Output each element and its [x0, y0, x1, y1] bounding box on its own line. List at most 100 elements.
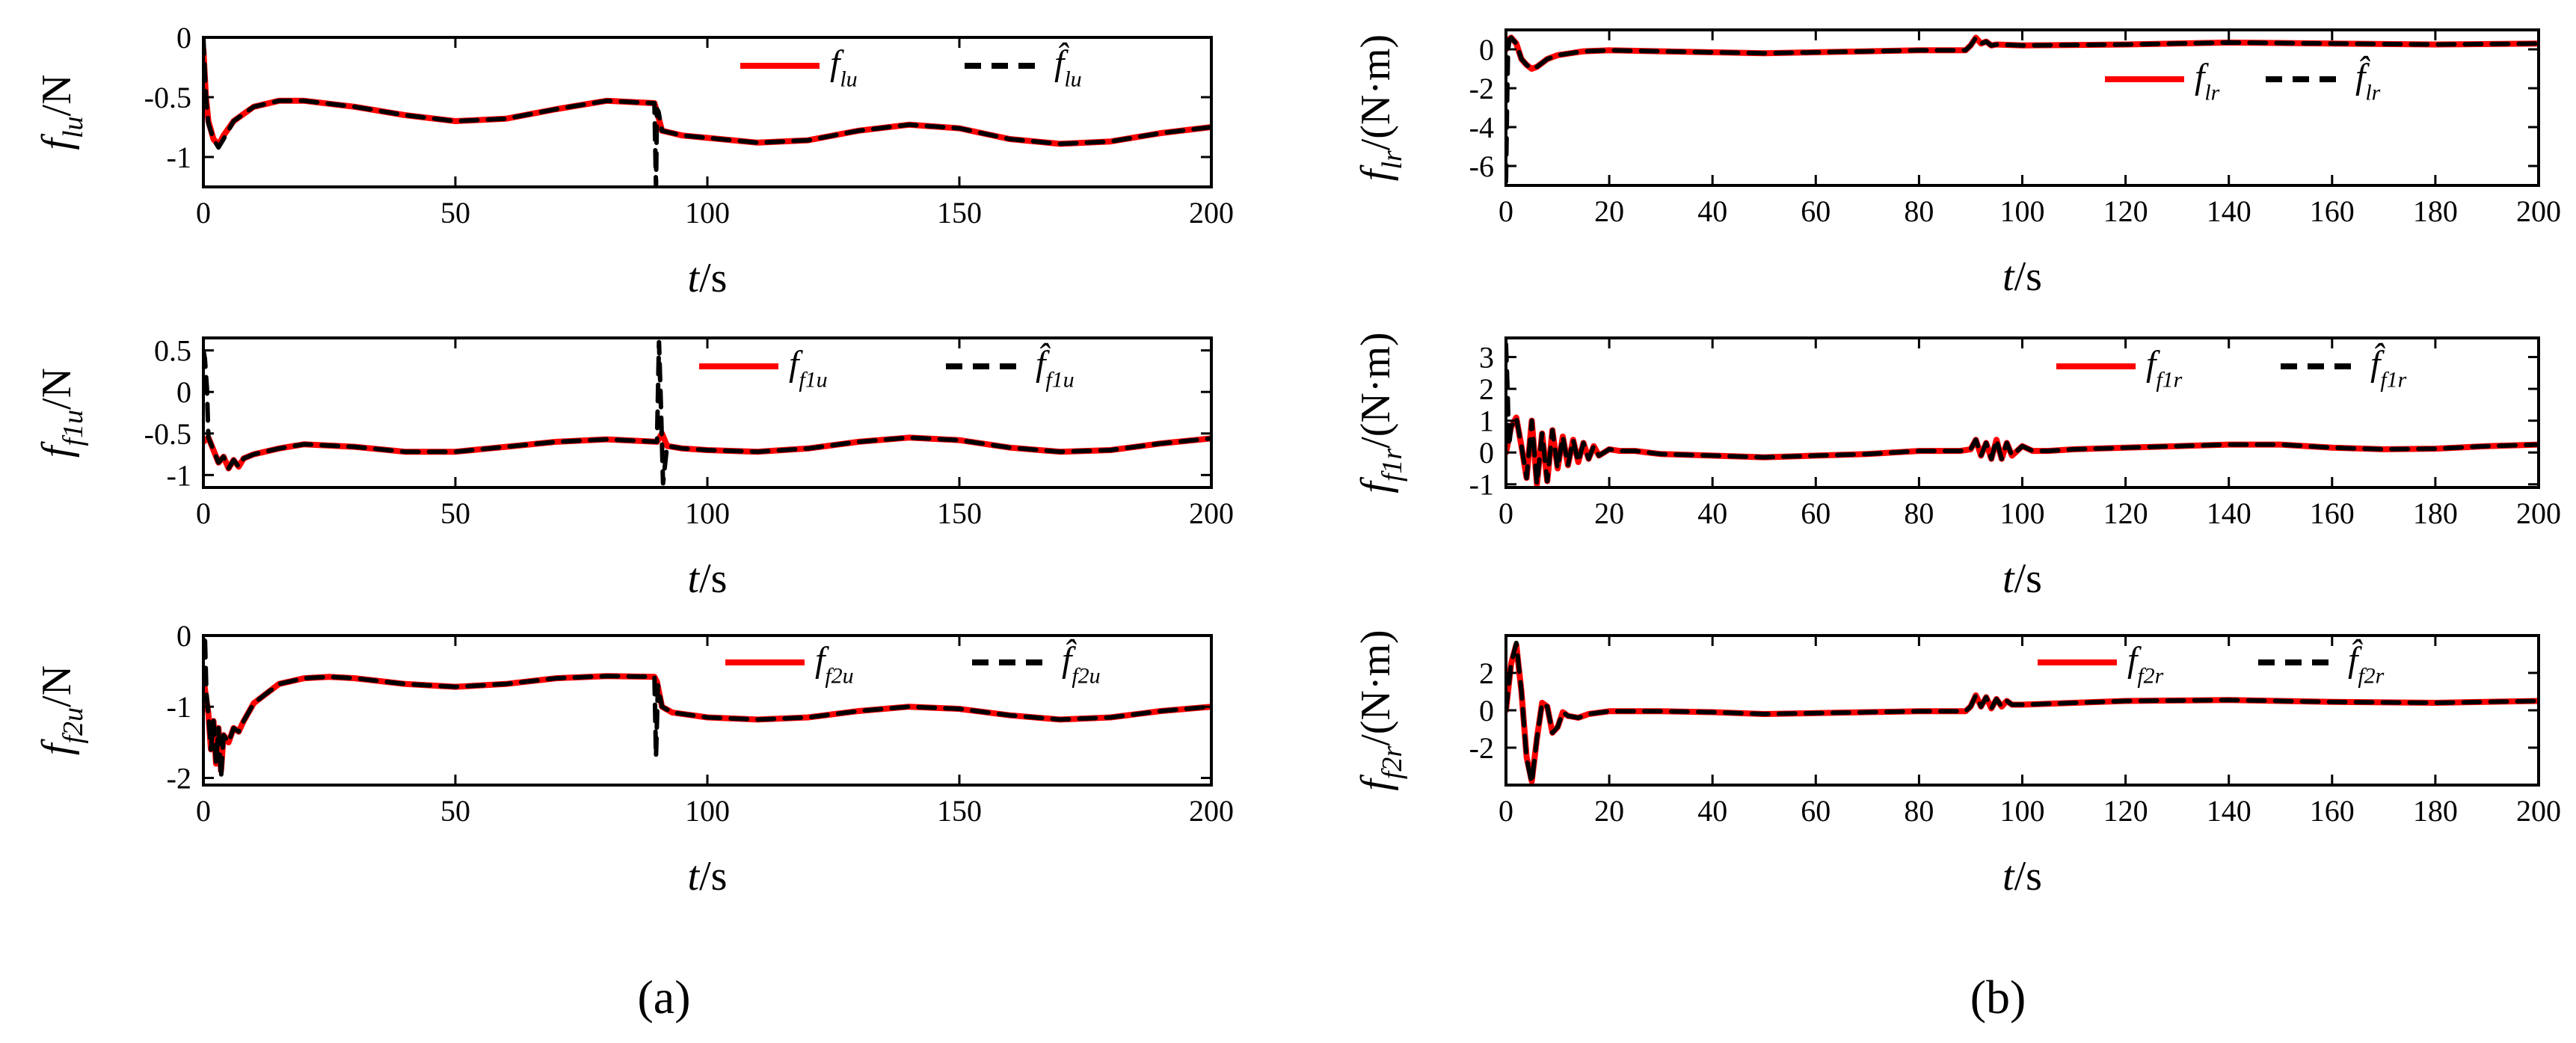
- series-group: [203, 37, 1211, 187]
- y-tick-label: 2: [1479, 656, 1494, 690]
- x-tick-label: 180: [2413, 194, 2458, 228]
- x-tick-label: 160: [2310, 794, 2355, 828]
- x-tick-label: 50: [440, 496, 470, 530]
- series-line-estimate: [1506, 342, 2539, 487]
- x-tick-label: 0: [1498, 194, 1513, 228]
- series-line-estimate: [1506, 35, 2539, 184]
- y-axis-unit: /(N·m): [1353, 630, 1399, 746]
- x-axis-variable: t: [2002, 853, 2015, 899]
- x-tick-label: 160: [2310, 194, 2355, 228]
- x-tick-label: 120: [2103, 496, 2148, 530]
- legend: flu f̂lu: [740, 41, 1082, 91]
- x-tick-label: 100: [2000, 794, 2045, 828]
- x-tick-label: 150: [937, 794, 982, 828]
- x-axis-title: t/s: [2002, 556, 2042, 602]
- legend-label-actual: ff1u: [789, 344, 828, 392]
- x-tick-label: 40: [1697, 496, 1727, 530]
- legend-label-actual-sub: f2r: [2137, 663, 2163, 688]
- y-tick-label: -1: [167, 458, 191, 492]
- y-tick-label: 0: [1479, 694, 1494, 727]
- y-axis-unit: /N: [34, 665, 80, 707]
- y-tick-label: -6: [1469, 150, 1494, 183]
- x-tick-label: 0: [1498, 496, 1513, 530]
- y-tick-label: -2: [167, 761, 191, 795]
- y-axis-subscript: f2r: [1377, 746, 1408, 780]
- legend: flr f̂lr: [2105, 55, 2381, 105]
- x-tick-label: 200: [2516, 194, 2561, 228]
- y-tick-label: 0.5: [154, 334, 191, 368]
- x-axis-variable: t: [2002, 253, 2015, 300]
- x-tick-label: 100: [685, 196, 730, 230]
- y-tick-label: -2: [1469, 72, 1494, 105]
- x-axis-unit: /s: [2014, 556, 2042, 602]
- y-axis-subscript: f1r: [1377, 449, 1408, 482]
- x-tick-label: 200: [2516, 794, 2561, 828]
- x-axis-unit: /s: [699, 556, 727, 602]
- x-tick-label: 50: [440, 196, 470, 230]
- x-tick-label: 60: [1801, 794, 1830, 828]
- x-axis-title: t/s: [2002, 253, 2042, 300]
- x-tick-label: 80: [1904, 496, 1934, 530]
- series-group: [203, 636, 1211, 781]
- x-tick-label: 20: [1594, 194, 1624, 228]
- y-tick-label: -4: [1469, 111, 1494, 144]
- y-axis-title: ff1r/(N·m): [1353, 332, 1408, 493]
- legend-label-actual-sub: f1u: [799, 367, 827, 392]
- x-tick-label: 80: [1904, 794, 1934, 828]
- x-tick-label: 160: [2310, 496, 2355, 530]
- x-tick-label: 200: [1189, 794, 1234, 828]
- x-tick-label: 200: [1189, 496, 1234, 530]
- x-tick-label: 20: [1594, 794, 1624, 828]
- x-tick-label: 200: [1189, 196, 1234, 230]
- y-axis-title: ff2r/(N·m): [1353, 630, 1408, 790]
- legend-label-actual-sub: lr: [2204, 80, 2219, 105]
- x-tick-label: 50: [440, 794, 470, 828]
- y-axis-subscript: lu: [58, 116, 89, 138]
- y-axis-unit: /(N·m): [1353, 332, 1399, 449]
- subplot-b-f-f1r-n-m: 0 20 40 60 80 100 120 140 160 180 200-10123t/sff1r…: [1353, 332, 2561, 602]
- y-axis-subscript: f1u: [58, 410, 89, 446]
- legend-label-estimate-sub: f1r: [2380, 367, 2406, 392]
- x-tick-label: 100: [2000, 194, 2045, 228]
- x-tick-label: 0: [196, 794, 211, 828]
- legend-label-estimate-sub: f2u: [1072, 663, 1100, 688]
- x-axis-unit: /s: [699, 255, 727, 301]
- series-line-estimate: [203, 339, 1211, 486]
- y-tick-label: -1: [1469, 468, 1494, 502]
- y-axis-title: flr/(N·m): [1353, 34, 1408, 181]
- legend-label-estimate-sub: f2r: [2358, 663, 2384, 688]
- y-tick-label: -1: [167, 141, 191, 174]
- x-tick-label: 140: [2207, 194, 2251, 228]
- x-axis-variable: t: [688, 255, 701, 301]
- y-tick-label: -2: [1469, 731, 1494, 765]
- y-axis-title: ff2u/N: [34, 665, 89, 755]
- x-tick-label: 100: [685, 496, 730, 530]
- series-line-estimate: [1506, 641, 2539, 785]
- x-tick-label: 40: [1697, 794, 1727, 828]
- x-axis-unit: /s: [2014, 853, 2042, 899]
- panel-caption-b: (b): [1970, 970, 2026, 1024]
- series-group: [1506, 34, 2539, 184]
- x-tick-label: 120: [2103, 194, 2148, 228]
- y-tick-label: -1: [167, 690, 191, 724]
- y-tick-label: 1: [1479, 404, 1494, 438]
- x-tick-label: 100: [2000, 496, 2045, 530]
- x-tick-label: 60: [1801, 194, 1830, 228]
- legend-label-actual-sub: f1r: [2156, 367, 2182, 392]
- x-tick-label: 100: [685, 794, 730, 828]
- subplot-b-f-lr-n-m: 0 20 40 60 80 100 120 140 160 180 200 -6 -4 -2 0 t/s flr…: [1353, 28, 2561, 300]
- legend-label-estimate: f̂f1u: [1036, 342, 1075, 392]
- x-tick-label: 180: [2413, 794, 2458, 828]
- x-tick-label: 0: [196, 196, 211, 230]
- x-tick-label: 20: [1594, 496, 1624, 530]
- x-axis-variable: t: [688, 853, 701, 899]
- subplot-a-f-lu-n: 0 50 100 150 200 -1 -0.5 0 t/s flu/N flu f̂lu: [34, 21, 1234, 301]
- legend-label-estimate: f̂f2r: [2348, 638, 2385, 688]
- legend-label-actual-sub: f2u: [825, 663, 853, 688]
- x-tick-label: 120: [2103, 794, 2148, 828]
- x-axis-title: t/s: [688, 556, 728, 602]
